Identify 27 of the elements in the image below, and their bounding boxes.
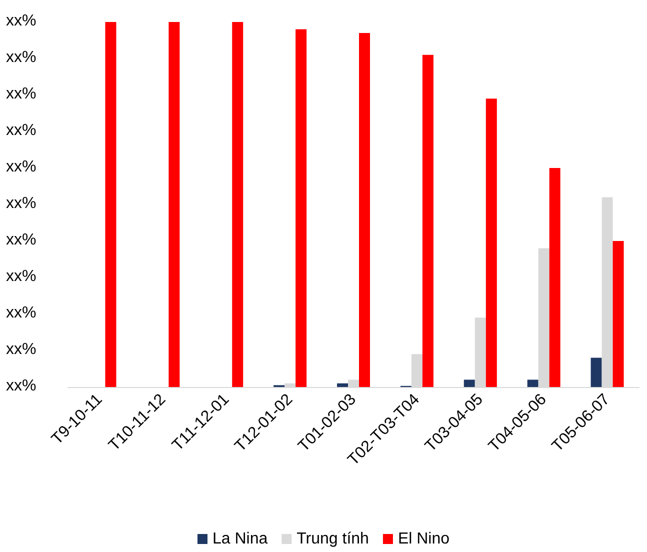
text: xx% bbox=[6, 304, 36, 322]
bar bbox=[590, 358, 602, 387]
text: xx% bbox=[6, 341, 36, 358]
text: xx% bbox=[6, 378, 36, 394]
legend-label: La Nina bbox=[212, 530, 268, 548]
bar bbox=[422, 54, 434, 387]
text: xx% bbox=[6, 158, 36, 176]
text: xx% bbox=[6, 195, 36, 212]
legend-label: Trung tính bbox=[296, 530, 369, 548]
text: xx% bbox=[6, 12, 36, 30]
text: xx% bbox=[6, 122, 36, 139]
bar bbox=[105, 22, 116, 387]
text: xx% bbox=[6, 49, 36, 66]
bar bbox=[232, 22, 244, 387]
bar bbox=[464, 380, 475, 387]
legend-label: El Nino bbox=[398, 530, 450, 548]
bar bbox=[337, 383, 348, 387]
text: xx% bbox=[6, 86, 36, 102]
bar bbox=[612, 241, 624, 387]
text: xx% bbox=[6, 232, 36, 248]
bar bbox=[549, 168, 560, 387]
bar bbox=[359, 32, 370, 387]
bar bbox=[168, 22, 180, 387]
bar bbox=[527, 380, 538, 387]
text: xx% bbox=[6, 268, 36, 285]
bar bbox=[296, 29, 307, 387]
bar bbox=[486, 98, 497, 387]
